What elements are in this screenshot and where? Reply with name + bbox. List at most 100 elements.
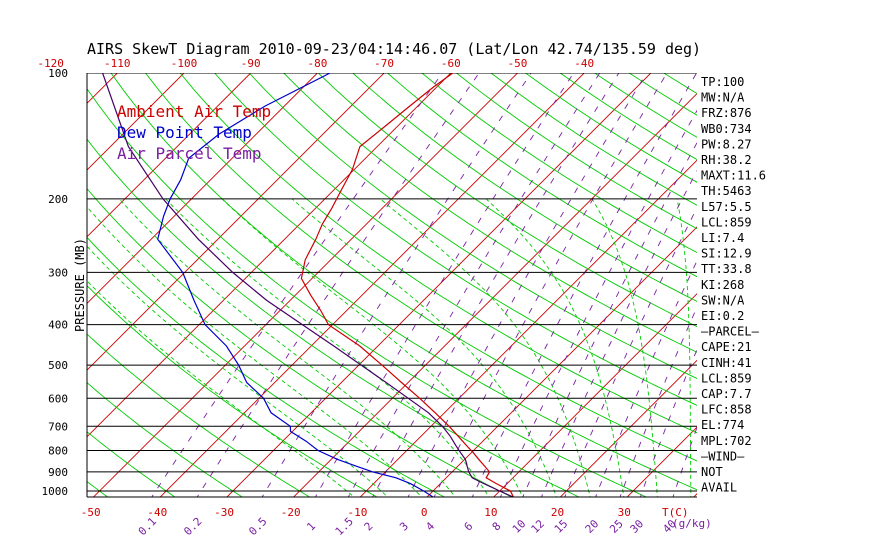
bottom-temp-tick-label: -20: [281, 506, 301, 519]
parcel-temp-line: [102, 73, 514, 497]
dry-adiabat-line: [87, 88, 648, 497]
side-panel-item: CAP:7.7: [701, 387, 752, 401]
pressure-tick-label: 600: [48, 392, 68, 405]
side-panel-item: AVAIL: [701, 481, 737, 495]
mixing-ratio-label: 0.2: [181, 515, 204, 538]
top-temp-tick-label: -110: [104, 57, 131, 70]
isotherm-lines: [87, 73, 870, 500]
top-temp-tick-label: -120: [37, 57, 64, 70]
mixing-ratio-label: 1: [304, 520, 318, 534]
bottom-temp-tick-label: -50: [81, 506, 101, 519]
dry-adiabat-line: [214, 73, 697, 406]
mixing-ratio-lines: [151, 73, 697, 497]
top-temp-tick-label: -90: [241, 57, 261, 70]
isotherm-line: [87, 73, 118, 104]
dry-adiabat-line: [87, 187, 513, 497]
dry-adiabat-line: [87, 236, 446, 497]
mixing-ratio-line: [196, 73, 480, 497]
moist-adiabat-line: [291, 198, 558, 497]
dry-adiabat-line: [387, 73, 697, 278]
side-panel-item: NOT: [701, 465, 723, 479]
mixing-ratio-label: 25: [607, 517, 626, 536]
isotherm-line: [87, 73, 252, 238]
side-panel-item: TT:33.8: [701, 262, 752, 276]
temperature-unit-label: T(C): [662, 506, 689, 519]
bottom-temp-tick-label: -30: [214, 506, 234, 519]
mixing-ratio-line: [564, 206, 697, 497]
dry-adiabat-line: [87, 333, 311, 497]
side-panel-item: EL:774: [701, 418, 744, 432]
mixing-ratio-line: [499, 109, 697, 497]
top-temp-tick-label: -70: [374, 57, 394, 70]
mixing-ratio-label: 0.5: [246, 515, 269, 538]
dry-adiabat-line: [663, 73, 697, 95]
isotherm-line: [87, 73, 385, 371]
mixing-ratio-label: 8: [490, 520, 504, 534]
pressure-tick-label: 300: [48, 266, 68, 279]
isobar-lines: [87, 73, 697, 492]
isotherm-line: [426, 226, 697, 497]
isotherm-line: [87, 73, 318, 305]
moist-adiabat-line: [87, 245, 389, 497]
mixing-ratio-unit-label: (g/kg): [672, 517, 712, 530]
mixing-ratio-label: 2: [362, 520, 376, 534]
dry-adiabat-line: [490, 73, 697, 206]
isotherm-line: [159, 73, 585, 497]
isotherm-line: [87, 73, 185, 171]
ambient-temp-line: [300, 73, 515, 497]
moist-adiabat-line: [118, 198, 456, 497]
side-panel-item: LFC:858: [701, 403, 752, 417]
pressure-tick-label: 900: [48, 466, 68, 479]
top-temp-tick-label: -50: [508, 57, 528, 70]
mixing-ratio-label: 30: [628, 517, 647, 536]
side-panel-item: TP:100: [701, 75, 744, 89]
pressure-tick-label: 800: [48, 444, 68, 457]
side-panel-item: MAXT:11.6: [701, 169, 766, 183]
top-temp-tick-label: -80: [307, 57, 327, 70]
dry-adiabat-line: [456, 73, 697, 230]
pressure-tick-label: 500: [48, 359, 68, 372]
mixing-ratio-line: [372, 73, 620, 497]
mixing-ratio-line: [433, 73, 668, 497]
side-panel-item: —PARCEL—: [701, 325, 760, 339]
bottom-temp-tick-label: 30: [618, 506, 631, 519]
pressure-tick-label: 200: [48, 193, 68, 206]
moist-adiabat-line: [221, 198, 524, 497]
pressure-axis: 100 200 300 400 500 600 700 800 900 1000: [42, 67, 69, 498]
top-temp-tick-label: -100: [171, 57, 198, 70]
side-panel-item: MPL:702: [701, 434, 752, 448]
side-panel-item: TH:5463: [701, 184, 752, 198]
bottom-temp-tick-label: 20: [551, 506, 564, 519]
dry-adiabat-line: [179, 73, 697, 434]
side-panel-item: PW:8.27: [701, 137, 752, 151]
side-panel-item: EI:0.2: [701, 309, 744, 323]
pressure-tick-label: 700: [48, 420, 68, 433]
mixing-ratio-line: [522, 141, 697, 497]
side-panel-item: LCL:859: [701, 371, 752, 385]
dry-adiabat-line: [352, 73, 697, 302]
mixing-ratio-line: [407, 73, 647, 497]
moist-adiabat-line: [379, 198, 591, 497]
isotherm-line: [493, 293, 697, 497]
moist-adiabat-line: [87, 206, 423, 497]
side-panel-item: —WIND—: [701, 449, 745, 463]
pressure-tick-label: 1000: [42, 485, 69, 498]
isotherm-line: [559, 359, 697, 497]
side-panel-item: SI:12.9: [701, 247, 752, 261]
bottom-temp-tick-label: 10: [484, 506, 497, 519]
moist-adiabat-line: [591, 198, 658, 497]
dry-adiabat-line: [87, 431, 176, 497]
dry-adiabat-line: [110, 73, 697, 491]
legend-ambient: Ambient Air Temp: [117, 102, 271, 121]
isotherm-line: [758, 73, 870, 500]
side-panel-item: RH:38.2: [701, 153, 752, 167]
side-panel-item: CINH:41: [701, 356, 752, 370]
dry-adiabat-line: [283, 73, 697, 353]
bottom-temp-tick-label: -40: [147, 506, 167, 519]
legend: Ambient Air Temp Dew Point Temp Air Parc…: [117, 102, 271, 163]
legend-dewpoint: Dew Point Temp: [117, 123, 252, 142]
mixing-ratio-label: 6: [462, 520, 476, 534]
mixing-ratio-line: [261, 73, 532, 497]
